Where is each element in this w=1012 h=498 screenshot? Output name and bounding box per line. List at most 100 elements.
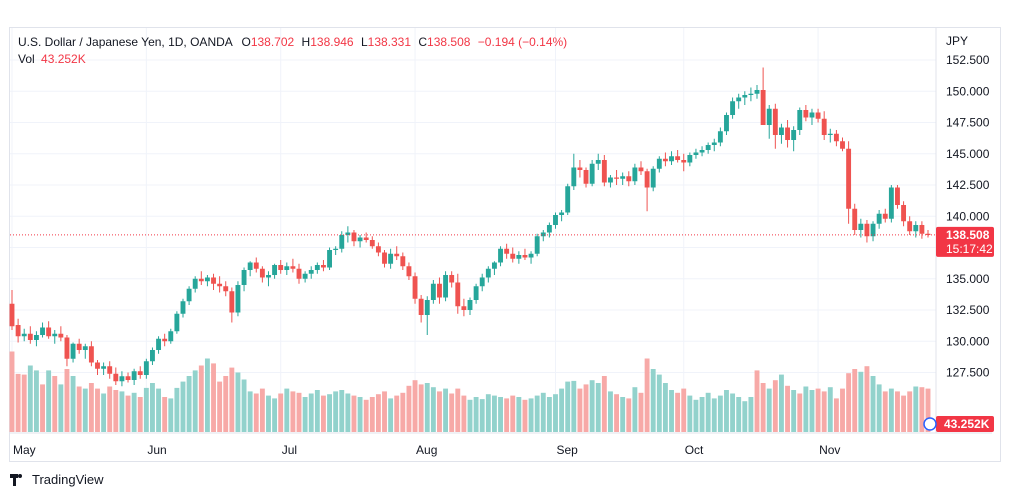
volume-bar <box>516 397 521 432</box>
volume-bar <box>455 389 460 432</box>
candle-body <box>895 188 900 206</box>
candle-body <box>443 275 448 298</box>
candle-body <box>901 205 906 221</box>
volume-bar <box>724 390 729 432</box>
volume-bar <box>358 397 363 432</box>
volume-bar <box>101 394 106 433</box>
candle-body <box>162 339 167 342</box>
volume-bar <box>901 396 906 432</box>
candle-body <box>767 109 772 125</box>
volume-bar <box>474 397 479 432</box>
candle-body <box>107 366 112 374</box>
candle-body <box>400 256 405 266</box>
candle-body <box>858 224 863 230</box>
time-tick-label: Aug <box>416 443 437 457</box>
candle-body <box>480 278 485 287</box>
candle-body <box>199 279 204 282</box>
volume-bar <box>687 396 692 432</box>
time-axis[interactable]: May Jun Jul Aug Sep Oct Nov <box>10 433 992 457</box>
volume-bar <box>822 391 827 432</box>
candle-body <box>584 170 589 184</box>
volume-bar <box>553 394 558 432</box>
close-label: C <box>418 35 427 49</box>
candle-body <box>278 265 283 270</box>
volume-bar <box>107 387 112 433</box>
volume-bar <box>425 383 430 432</box>
volume-bar <box>883 391 888 432</box>
time-tick-label: Nov <box>819 443 840 457</box>
footer[interactable]: TradingView <box>10 472 104 487</box>
candle-body <box>333 249 338 250</box>
volume-bar <box>498 397 503 432</box>
candle-body <box>803 110 808 118</box>
candle-body <box>486 269 491 278</box>
volume-bar <box>565 382 570 432</box>
candle-body <box>907 221 912 231</box>
volume-bar <box>113 390 118 432</box>
candle-body <box>406 266 411 276</box>
candle-body <box>382 253 387 264</box>
volume-bar <box>547 397 552 432</box>
candle-body <box>193 279 198 289</box>
volume-bar <box>718 396 723 432</box>
candle-body <box>266 275 271 278</box>
candle-body <box>559 213 564 216</box>
volume-bar <box>828 387 833 432</box>
candle-body <box>785 128 790 141</box>
volume-bar <box>242 380 247 433</box>
volume-bar <box>83 389 88 432</box>
candle-body <box>840 141 845 149</box>
volume-bar <box>858 372 863 432</box>
volume-bar <box>559 389 564 432</box>
volume-bar <box>675 393 680 432</box>
volume-bar <box>461 396 466 432</box>
volume-bar <box>700 397 705 432</box>
candle-body <box>846 149 851 209</box>
candle-body <box>700 150 705 153</box>
volume-bar <box>254 394 259 433</box>
volume-bar <box>889 389 894 432</box>
volume-bar <box>223 376 228 432</box>
candle-body <box>394 254 399 257</box>
volume-bar <box>748 397 753 432</box>
volume-bar <box>71 376 76 432</box>
volume-bar <box>877 384 882 432</box>
candle-body <box>602 160 607 183</box>
volume-bar <box>284 389 289 432</box>
candle-body <box>28 334 33 340</box>
candle-body <box>736 98 741 102</box>
volume-bar <box>58 384 63 432</box>
volume-bar <box>77 387 82 433</box>
volume-bar <box>89 383 94 432</box>
candle-body <box>40 328 45 336</box>
candle-body <box>755 90 760 94</box>
candle-body <box>468 300 473 310</box>
candle-body <box>663 159 668 162</box>
candle-body <box>437 284 442 298</box>
candle-body <box>889 188 894 219</box>
volume-bar <box>590 380 595 432</box>
candle-body <box>22 334 27 337</box>
volume-legend: Vol 43.252K <box>18 52 86 66</box>
candle-body <box>211 278 216 284</box>
volume-bar <box>913 387 918 433</box>
volume-bar <box>694 400 699 432</box>
volume-bar <box>645 359 650 433</box>
volume-bar <box>669 390 674 432</box>
tradingview-logo-icon <box>10 474 28 486</box>
candle-body <box>834 134 839 142</box>
candle-body <box>864 224 869 237</box>
volume-bar <box>10 352 15 433</box>
volume-bar <box>303 397 308 432</box>
candle-body <box>510 254 515 259</box>
candle-body <box>504 249 509 254</box>
volume-bar <box>400 393 405 432</box>
candle-body <box>449 275 454 283</box>
volume-bar <box>492 396 497 432</box>
candle-body <box>657 159 662 169</box>
candle-body <box>645 171 650 187</box>
candle-body <box>425 300 430 315</box>
candle-body <box>523 255 528 258</box>
candle-body <box>706 145 711 150</box>
